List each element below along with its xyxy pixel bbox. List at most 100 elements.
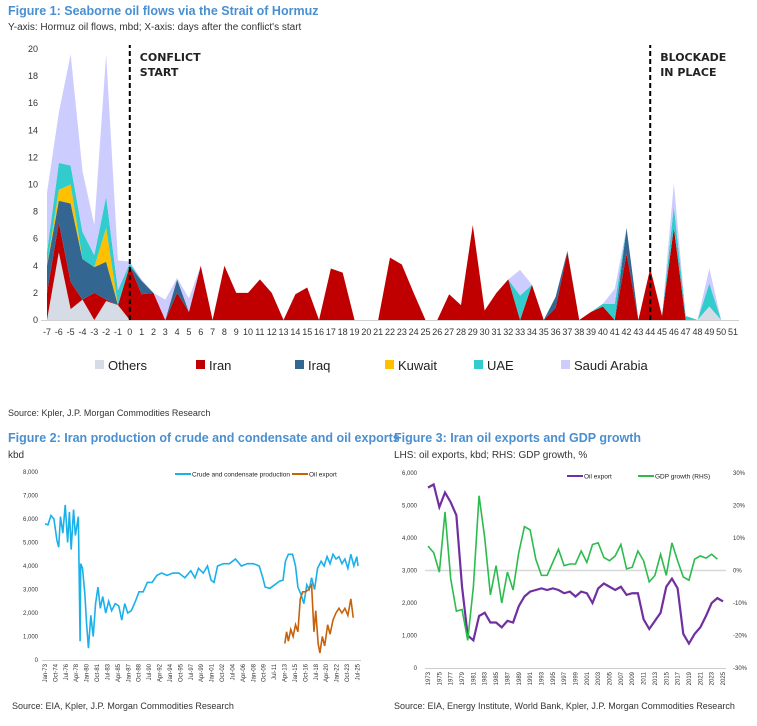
fig2-line-oil-export <box>284 582 355 654</box>
fig3-x-tick-label: 2009 <box>630 671 636 685</box>
fig1-x-tick-label: 39 <box>586 327 596 337</box>
fig1-legend-swatch <box>295 360 304 369</box>
figure3-source: Source: EIA, Energy Institute, World Ban… <box>394 701 735 711</box>
fig2-x-tick-label: Apr-92 <box>158 663 164 682</box>
fig1-legend-swatch <box>196 360 205 369</box>
fig1-x-tick-label: -6 <box>55 327 63 337</box>
fig2-x-tick-label: Oct-95 <box>178 663 184 682</box>
fig2-x-tick-label: Apr-06 <box>241 663 247 682</box>
fig1-legend-swatch <box>385 360 394 369</box>
fig1-y-tick-label: 6 <box>33 234 38 244</box>
figure1-title: Figure 1: Seaborne oil flows via the Str… <box>8 4 319 18</box>
fig1-x-tick-label: 12 <box>267 327 277 337</box>
fig3-y-left-tick-label: 3,000 <box>402 569 418 575</box>
fig1-x-tick-label: -1 <box>114 327 122 337</box>
fig1-x-tick-label: 22 <box>385 327 395 337</box>
fig1-x-tick-label: 51 <box>728 327 738 337</box>
fig3-y-left-tick-label: 1,000 <box>402 634 418 640</box>
fig3-x-tick-label: 1985 <box>494 671 500 685</box>
fig1-legend-label: UAE <box>487 358 514 373</box>
fig1-annotation-label: START <box>140 66 179 79</box>
fig3-x-tick-label: 2019 <box>687 671 693 685</box>
fig1-x-tick-label: 4 <box>175 327 180 337</box>
fig3-legend-label: GDP growth (RHS) <box>655 474 710 481</box>
fig1-x-tick-label: 19 <box>350 327 360 337</box>
fig3-x-tick-label: 1997 <box>562 671 568 685</box>
fig1-area-others <box>47 252 733 320</box>
fig1-y-tick-label: 10 <box>28 180 38 190</box>
fig2-x-tick-label: Jul-97 <box>189 663 195 680</box>
fig2-y-tick-label: 8,000 <box>23 470 39 476</box>
fig1-x-tick-label: 0 <box>127 327 132 337</box>
fig2-x-tick-label: Jul-83 <box>105 663 111 680</box>
fig2-y-tick-label: 3,000 <box>23 588 39 594</box>
fig1-x-tick-label: 49 <box>704 327 714 337</box>
fig1-x-tick-label: 41 <box>610 327 620 337</box>
fig1-x-tick-label: 1 <box>139 327 144 337</box>
fig1-legend-swatch <box>561 360 570 369</box>
fig2-x-tick-label: Jul-90 <box>147 663 153 680</box>
fig1-x-tick-label: 42 <box>622 327 632 337</box>
fig1-x-tick-label: 14 <box>290 327 300 337</box>
fig1-area-iran <box>47 222 733 320</box>
fig2-x-tick-label: Oct-74 <box>53 663 59 682</box>
fig3-line-gdp-growth <box>427 495 718 641</box>
fig1-x-tick-label: -3 <box>90 327 98 337</box>
fig1-x-tick-label: 13 <box>279 327 289 337</box>
fig1-y-tick-label: 20 <box>28 44 38 54</box>
fig2-y-tick-label: 2,000 <box>23 611 39 617</box>
fig1-x-tick-label: 21 <box>373 327 383 337</box>
fig1-x-tick-label: 30 <box>480 327 490 337</box>
fig3-y-right-tick-label: -10% <box>733 601 748 607</box>
fig3-y-right-tick-label: 30% <box>733 471 746 477</box>
fig1-annotation-label: IN PLACE <box>660 66 716 79</box>
fig2-x-tick-label: Apr-78 <box>74 663 80 682</box>
fig1-x-tick-label: 38 <box>574 327 584 337</box>
fig1-y-tick-label: 4 <box>33 261 38 271</box>
fig1-annotation-label: CONFLICT <box>140 51 201 64</box>
fig1-x-tick-label: -7 <box>43 327 51 337</box>
fig3-x-tick-label: 2023 <box>710 671 716 685</box>
fig1-y-tick-label: 18 <box>28 71 38 81</box>
fig1-x-tick-label: 32 <box>503 327 513 337</box>
fig3-x-tick-label: 2015 <box>664 671 670 685</box>
fig2-x-tick-label: Jan-15 <box>293 663 299 682</box>
fig2-x-tick-label: Jul-11 <box>272 663 278 680</box>
fig2-x-tick-label: Jul-76 <box>64 663 70 680</box>
fig1-x-tick-label: 37 <box>562 327 572 337</box>
fig3-x-tick-label: 2003 <box>596 671 602 685</box>
fig1-legend-label: Iran <box>209 358 231 373</box>
fig3-x-tick-label: 1993 <box>539 671 545 685</box>
fig3-y-left-tick-label: 4,000 <box>402 536 418 542</box>
fig3-x-tick-label: 2007 <box>619 671 625 685</box>
fig2-x-tick-label: Oct-88 <box>137 663 143 682</box>
fig2-x-tick-label: Apr-20 <box>324 663 330 682</box>
fig3-x-tick-label: 1987 <box>505 671 511 685</box>
fig2-x-tick-label: Jan-87 <box>126 663 132 682</box>
fig2-x-tick-label: Oct-81 <box>95 663 101 682</box>
fig2-x-tick-label: Jan-22 <box>335 663 341 682</box>
fig2-x-tick-label: Apr-85 <box>116 663 122 682</box>
fig1-x-tick-label: 9 <box>234 327 239 337</box>
fig1-x-tick-label: 11 <box>255 327 264 337</box>
fig2-x-tick-label: Apr-99 <box>199 663 205 682</box>
fig2-y-tick-label: 0 <box>35 658 39 664</box>
fig3-x-tick-label: 1979 <box>460 671 466 685</box>
fig3-x-tick-label: 1989 <box>517 671 523 685</box>
fig3-x-tick-label: 1983 <box>483 671 489 685</box>
fig1-x-tick-label: 46 <box>669 327 679 337</box>
fig2-legend-label: Crude and condensate production <box>192 472 290 479</box>
figure3-subtitle: LHS: oil exports, kbd; RHS: GDP growth, … <box>394 450 588 461</box>
fig2-y-tick-label: 1,000 <box>23 635 39 641</box>
fig1-legend-label: Others <box>108 358 148 373</box>
fig1-x-tick-label: 43 <box>633 327 643 337</box>
fig2-x-tick-label: Jul-25 <box>355 663 361 680</box>
fig3-x-tick-label: 2011 <box>642 671 648 685</box>
fig2-x-tick-label: Jan-94 <box>168 663 174 682</box>
fig1-x-tick-label: 17 <box>326 327 336 337</box>
fig1-legend-label: Kuwait <box>398 358 437 373</box>
fig1-x-tick-label: -4 <box>78 327 86 337</box>
fig1-x-tick-label: 26 <box>432 327 442 337</box>
fig3-x-tick-label: 2001 <box>585 671 591 685</box>
fig1-x-tick-label: -2 <box>102 327 110 337</box>
